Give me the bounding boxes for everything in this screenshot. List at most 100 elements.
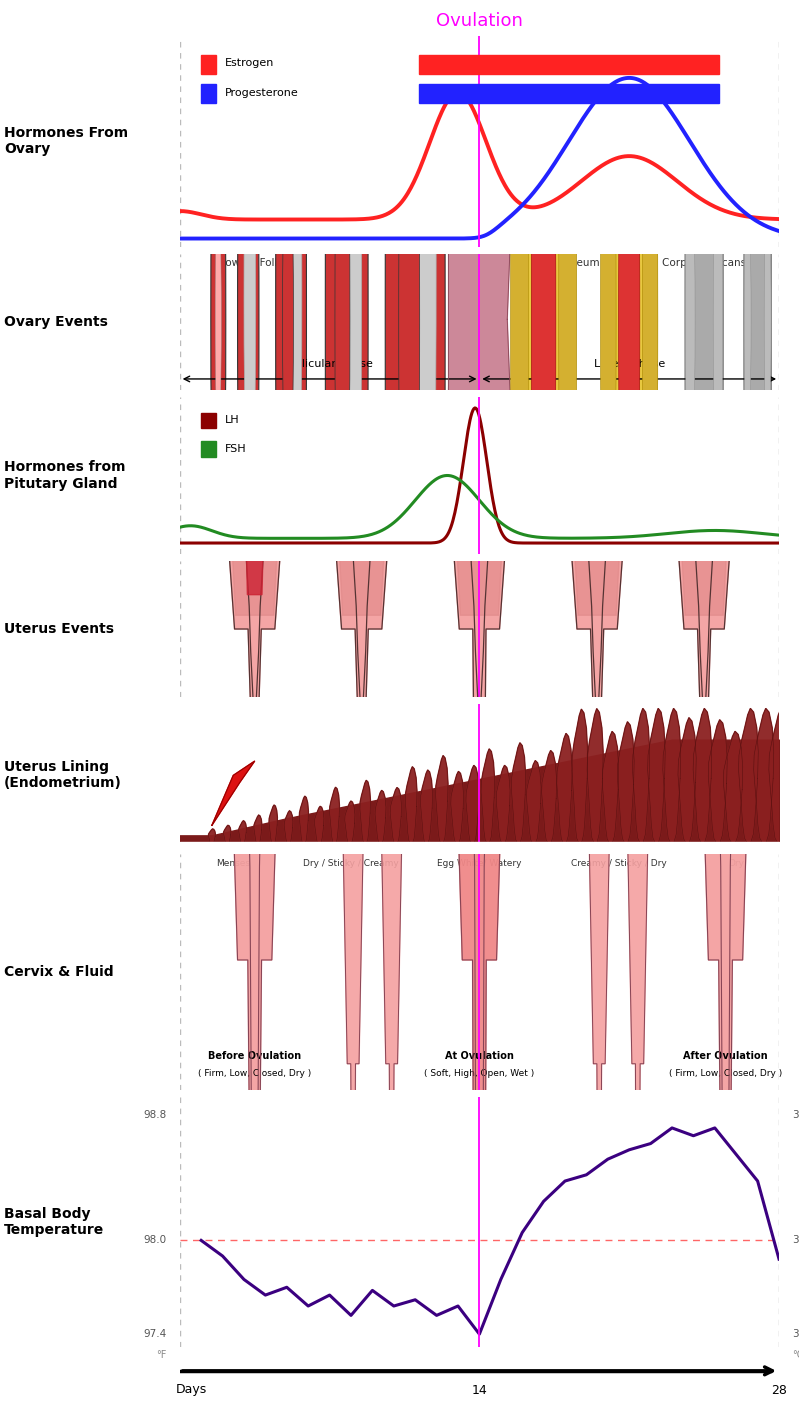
Ellipse shape [639,0,655,212]
Bar [201,413,216,429]
Text: Ovary Events: Ovary Events [4,315,108,329]
Text: Dry / Sticky / Creamy: Dry / Sticky / Creamy [303,859,399,868]
Polygon shape [445,389,514,1425]
Ellipse shape [511,0,576,1425]
Polygon shape [527,761,541,844]
Polygon shape [269,805,277,844]
Polygon shape [225,413,284,616]
Polygon shape [693,708,712,844]
Polygon shape [587,750,611,1406]
Polygon shape [330,787,340,844]
Text: Growing Follicle: Growing Follicle [213,258,296,268]
Text: 98.8: 98.8 [144,1110,167,1120]
Ellipse shape [601,6,616,633]
Bar [201,440,216,456]
Ellipse shape [283,103,293,536]
Ellipse shape [751,563,758,842]
Polygon shape [209,829,216,844]
Ellipse shape [744,0,772,878]
Bar [419,84,719,103]
Ellipse shape [639,426,655,1052]
Text: °F: °F [157,1349,167,1359]
Ellipse shape [555,442,574,1164]
Polygon shape [663,708,681,844]
Text: Estrogen: Estrogen [225,58,274,68]
Ellipse shape [618,0,640,744]
Polygon shape [212,761,255,825]
Polygon shape [542,751,557,844]
Text: 97.4: 97.4 [144,1330,167,1340]
Ellipse shape [385,0,445,1425]
Ellipse shape [474,1278,485,1425]
Ellipse shape [751,0,758,76]
Polygon shape [561,400,634,777]
Ellipse shape [686,125,695,513]
Text: Corpus Albicans: Corpus Albicans [662,258,746,268]
Text: Progesterone: Progesterone [225,88,299,98]
Ellipse shape [695,656,705,1043]
Polygon shape [380,750,403,1406]
Polygon shape [300,797,308,844]
Text: After Ovulation: After Ovulation [683,1052,768,1062]
Text: LH: LH [225,416,240,426]
Ellipse shape [710,0,720,185]
Ellipse shape [642,6,658,633]
Text: Before Ovulation: Before Ovulation [208,1052,301,1062]
Text: 36.7: 36.7 [792,1235,799,1245]
Ellipse shape [603,426,619,1052]
Text: Proliferative Phase: Proliferative Phase [327,864,418,874]
Polygon shape [315,807,324,844]
Ellipse shape [559,0,577,681]
Text: Corpus Luteum: Corpus Luteum [520,258,600,268]
Polygon shape [435,755,448,844]
Ellipse shape [285,0,302,628]
Polygon shape [618,721,634,844]
Polygon shape [567,413,627,616]
Polygon shape [341,750,365,1406]
Text: Cervix & Fluid: Cervix & Fluid [4,965,113,979]
Polygon shape [572,710,587,844]
Ellipse shape [688,453,698,841]
Ellipse shape [531,0,556,809]
Polygon shape [449,413,510,616]
Text: 28: 28 [771,1384,787,1396]
Bar [201,84,216,103]
Polygon shape [557,734,572,844]
Ellipse shape [511,0,528,681]
Polygon shape [648,708,666,844]
Text: 98.0: 98.0 [144,1235,167,1245]
Polygon shape [239,821,246,844]
Bar [419,54,719,74]
Text: Uterus Events: Uterus Events [4,621,114,636]
Polygon shape [667,400,741,777]
Ellipse shape [514,0,532,197]
Text: Ovulation: Ovulation [436,11,523,30]
Polygon shape [633,708,650,844]
Ellipse shape [244,61,256,534]
Polygon shape [284,811,293,844]
Text: Basal Body
Temperature: Basal Body Temperature [4,1207,104,1237]
Polygon shape [325,400,398,777]
Polygon shape [218,400,292,777]
Ellipse shape [746,416,753,695]
Ellipse shape [325,0,368,1180]
Polygon shape [221,389,289,1425]
Ellipse shape [215,200,221,440]
Ellipse shape [276,0,307,939]
Polygon shape [405,767,417,844]
Polygon shape [738,708,758,844]
Text: Menses: Menses [217,859,250,868]
Text: °C: °C [792,1349,799,1359]
Ellipse shape [757,563,764,842]
Text: Dry: Dry [728,859,744,868]
Text: Hormones from
Pitutary Gland: Hormones from Pitutary Gland [4,460,125,490]
Ellipse shape [704,656,714,1043]
Ellipse shape [514,442,532,1164]
Ellipse shape [403,0,436,922]
Polygon shape [708,720,727,844]
Polygon shape [691,389,760,1425]
Ellipse shape [757,0,764,76]
Text: Secretory Phase: Secretory Phase [590,864,669,874]
Ellipse shape [714,125,723,513]
Ellipse shape [399,0,419,741]
